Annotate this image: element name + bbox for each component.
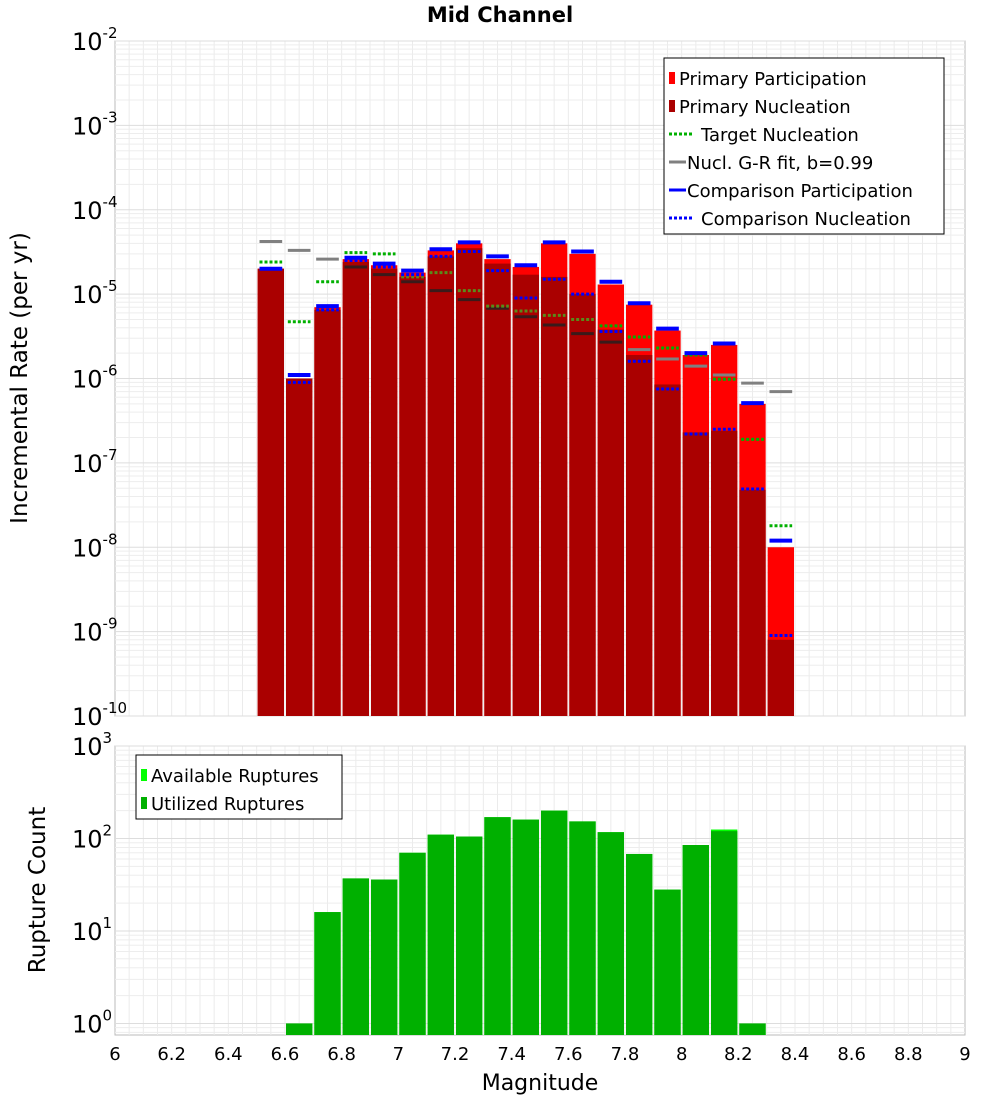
bar-utilized-ruptures	[456, 836, 483, 1035]
legend-label: Comparison Nucleation	[701, 209, 911, 230]
bar-primary-nucleation	[456, 248, 483, 717]
x-tick-label: 6.8	[327, 1044, 356, 1065]
bar-primary-nucleation	[286, 378, 313, 716]
bar-primary-nucleation	[484, 263, 511, 716]
x-tick-label: 8	[676, 1044, 687, 1065]
bar-primary-nucleation	[711, 430, 738, 716]
bar-primary-nucleation	[626, 354, 653, 716]
x-tick-label: 8.8	[894, 1044, 923, 1065]
bar-primary-nucleation	[682, 432, 709, 716]
bar-utilized-ruptures	[711, 831, 738, 1035]
y-tick-label: 100	[72, 1006, 112, 1038]
bar-utilized-ruptures	[371, 879, 398, 1035]
bar-utilized-ruptures	[427, 834, 454, 1035]
y-tick-label: 10-8	[72, 530, 118, 562]
bar-utilized-ruptures	[342, 878, 369, 1035]
y-tick-label: 10-3	[72, 108, 118, 140]
y-tick-label: 10-2	[72, 24, 118, 56]
legend-swatch	[141, 769, 147, 781]
bar-utilized-ruptures	[626, 853, 653, 1035]
bar-primary-nucleation	[597, 329, 624, 716]
bar-primary-nucleation	[257, 268, 284, 716]
y-tick-label: 10-6	[72, 362, 118, 394]
bottom-y-tick-labels: 103 102 101 100	[72, 729, 112, 1038]
bar-utilized-ruptures	[739, 1023, 766, 1035]
bar-utilized-ruptures	[512, 819, 539, 1035]
y-tick-label: 10-7	[72, 446, 118, 478]
x-tick-label: 7.2	[441, 1044, 470, 1065]
legend-label: Available Ruptures	[151, 766, 319, 787]
top-markers	[259, 240, 793, 637]
bottom-legend: Available Ruptures Utilized Ruptures	[135, 754, 343, 820]
x-tick-label: 6	[109, 1044, 120, 1065]
bar-primary-nucleation	[569, 294, 596, 716]
y-tick-label: 10-5	[72, 277, 118, 309]
legend-box	[663, 57, 945, 235]
bar-utilized-ruptures	[314, 912, 341, 1035]
bar-utilized-ruptures	[597, 832, 624, 1035]
x-tick-label: 7.8	[611, 1044, 640, 1065]
x-axis-label: Magnitude	[482, 1071, 599, 1096]
y-tick-label: 10-9	[72, 615, 118, 647]
legend-swatch	[669, 72, 675, 84]
legend-label: Primary Participation	[679, 69, 867, 90]
bar-primary-nucleation	[314, 309, 341, 716]
y-tick-label: 10-10	[72, 699, 127, 731]
legend-label: Target Nucleation	[700, 125, 859, 146]
x-tick-label: 7	[393, 1044, 404, 1065]
x-tick-label: 6.2	[157, 1044, 186, 1065]
x-tick-label: 8.6	[837, 1044, 866, 1065]
legend-swatch	[669, 100, 675, 112]
top-bars	[257, 243, 794, 717]
top-legend: Primary Participation Primary Nucleation T…	[663, 57, 945, 235]
bar-utilized-ruptures	[569, 821, 596, 1035]
bar-utilized-ruptures	[654, 889, 681, 1035]
top-panel: 10-2 10-3 10-4 10-5 10-6 10-7 10-8 10-9 10-10 In…	[7, 24, 966, 731]
bar-primary-nucleation	[739, 489, 766, 716]
bar-primary-nucleation	[342, 262, 369, 716]
chart-title: Mid Channel	[427, 3, 573, 27]
bar-primary-nucleation	[427, 256, 454, 716]
x-tick-label: 8.2	[724, 1044, 753, 1065]
bar-utilized-ruptures	[682, 845, 709, 1035]
x-tick-label: 8.4	[781, 1044, 810, 1065]
bottom-x-tick-labels: 6 6.2 6.4 6.6 6.8 7 7.2 7.4 7.6 7.8 8 8.2 8.4 8.6 8.8 9	[109, 1044, 970, 1065]
bar-utilized-ruptures	[399, 852, 426, 1035]
bottom-panel: 103 102 101 100 6 6.2 6.4 6.6 6.8 7 7.2 7.4 7.6 7.8 8…	[25, 729, 971, 1096]
legend-label: Primary Nucleation	[679, 97, 851, 118]
y-tick-label: 10-4	[72, 193, 118, 225]
y-tick-label: 102	[72, 821, 112, 853]
bottom-bars	[286, 810, 766, 1035]
legend-swatch	[141, 797, 147, 809]
x-tick-label: 9	[959, 1044, 970, 1065]
legend-label: Utilized Ruptures	[151, 794, 304, 815]
bar-primary-nucleation	[512, 274, 539, 716]
bar-primary-nucleation	[371, 268, 398, 716]
y-tick-label: 101	[72, 914, 112, 946]
bar-utilized-ruptures	[484, 817, 511, 1035]
top-y-axis-label: Incremental Rate (per yr)	[7, 232, 33, 524]
x-tick-label: 6.4	[214, 1044, 243, 1065]
bar-primary-nucleation	[654, 384, 681, 716]
bar-utilized-ruptures	[541, 810, 568, 1035]
bar-primary-nucleation	[399, 276, 426, 716]
y-tick-label: 103	[72, 729, 112, 761]
x-tick-label: 7.4	[497, 1044, 526, 1065]
legend-label: Comparison Participation	[687, 181, 913, 202]
bottom-y-axis-label: Rupture Count	[25, 807, 51, 973]
bar-primary-nucleation	[541, 276, 568, 716]
x-tick-label: 6.6	[271, 1044, 300, 1065]
bar-primary-nucleation	[767, 639, 794, 716]
legend-box	[135, 754, 343, 820]
x-tick-label: 7.6	[554, 1044, 583, 1065]
top-y-tick-labels: 10-2 10-3 10-4 10-5 10-6 10-7 10-8 10-9 10-10	[72, 24, 127, 731]
legend-label: Nucl. G-R fit, b=0.99	[687, 153, 873, 174]
bar-utilized-ruptures	[286, 1023, 313, 1035]
